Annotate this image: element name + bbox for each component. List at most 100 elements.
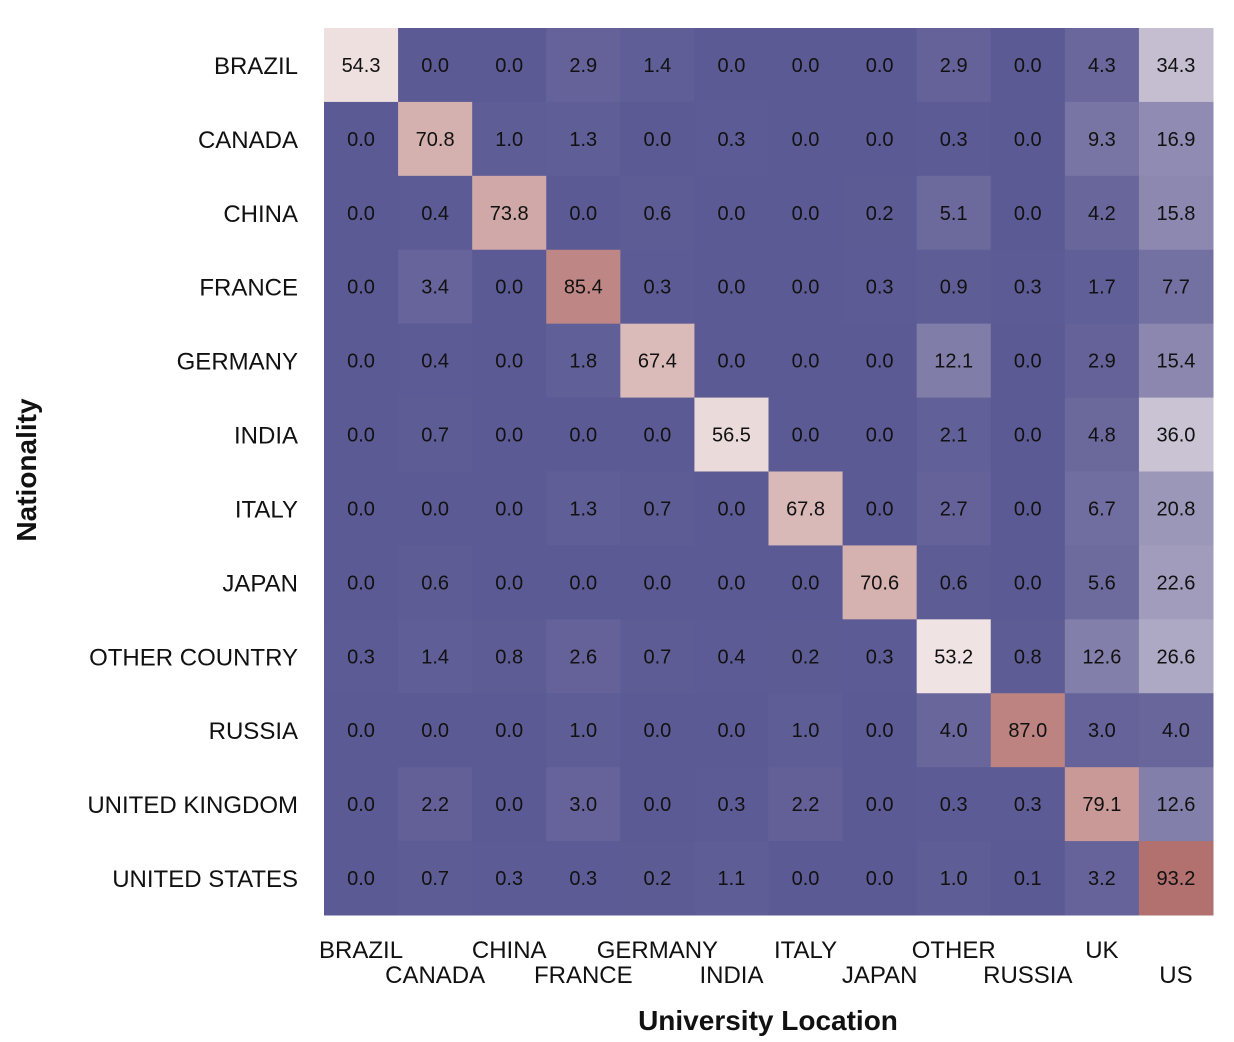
cell-value-label: 0.0 xyxy=(792,203,820,225)
cell-value-label: 0.0 xyxy=(718,720,746,742)
heatmap-cell xyxy=(324,101,399,177)
cell-value-label: 0.6 xyxy=(421,572,449,594)
cell-value-label: 0.0 xyxy=(718,498,746,520)
heatmap-cell xyxy=(546,101,621,177)
heatmap-cell xyxy=(768,101,844,177)
cell-value-label: 0.7 xyxy=(421,425,449,447)
cell-value-label: 0.0 xyxy=(495,720,523,742)
heatmap-cell xyxy=(620,175,695,251)
heatmap-cell xyxy=(398,101,473,177)
cell-value-label: 26.6 xyxy=(1156,646,1195,668)
cell-value-label: 0.0 xyxy=(495,55,523,77)
y-tick-label: ITALY xyxy=(235,496,298,523)
heatmap-cell xyxy=(398,323,473,399)
cell-value-label: 9.3 xyxy=(1088,129,1116,151)
heatmap-cell xyxy=(546,841,621,916)
cell-value-label: 0.0 xyxy=(792,351,820,373)
heatmap-cell xyxy=(768,175,844,251)
y-tick-label: CHINA xyxy=(223,201,298,228)
cell-value-label: 0.0 xyxy=(792,572,820,594)
heatmap-cell xyxy=(694,175,769,251)
cell-value-label: 34.3 xyxy=(1156,55,1195,77)
cell-value-label: 0.0 xyxy=(347,129,375,151)
cell-value-label: 1.0 xyxy=(792,720,820,742)
heatmap-cell xyxy=(1064,175,1140,251)
heatmap-cell xyxy=(1138,249,1214,325)
cell-value-label: 0.0 xyxy=(347,868,375,890)
cell-value-label: 0.0 xyxy=(866,868,894,890)
cell-value-label: 0.0 xyxy=(495,498,523,520)
cell-value-label: 0.0 xyxy=(866,794,894,816)
heatmap-cell xyxy=(546,545,621,620)
cell-value-label: 0.8 xyxy=(1014,646,1042,668)
cell-value-label: 0.0 xyxy=(495,572,523,594)
heatmap-cell xyxy=(1138,767,1214,842)
cell-value-label: 85.4 xyxy=(564,277,603,299)
heatmap-cell xyxy=(546,397,621,472)
cell-value-label: 0.0 xyxy=(866,351,894,373)
heatmap-cell xyxy=(842,619,918,694)
y-tick-label: BRAZIL xyxy=(214,53,298,80)
cell-value-label: 0.0 xyxy=(569,425,597,447)
heatmap-cell xyxy=(990,693,1066,768)
heatmap-cell xyxy=(916,249,992,325)
cell-value-label: 7.7 xyxy=(1162,277,1190,299)
y-tick-label: INDIA xyxy=(234,423,298,450)
heatmap-cell xyxy=(398,175,473,251)
cell-value-label: 0.0 xyxy=(792,277,820,299)
cell-value-label: 0.0 xyxy=(421,498,449,520)
cell-value-label: 0.3 xyxy=(347,646,375,668)
cell-value-label: 2.9 xyxy=(940,55,968,77)
x-tick-label: JAPAN xyxy=(842,962,918,989)
heatmap-cell xyxy=(472,841,547,916)
heatmap-cell xyxy=(916,28,992,103)
cell-value-label: 4.0 xyxy=(1162,720,1190,742)
heatmap-cell xyxy=(620,323,695,399)
heatmap-cell xyxy=(990,323,1066,399)
heatmap-cell xyxy=(694,619,769,694)
heatmap-cell xyxy=(694,471,769,546)
heatmap-cell xyxy=(842,323,918,399)
cell-value-label: 0.0 xyxy=(421,720,449,742)
cell-value-label: 0.0 xyxy=(347,572,375,594)
cell-value-label: 16.9 xyxy=(1156,129,1195,151)
heatmap-cell xyxy=(990,101,1066,177)
cell-value-label: 0.3 xyxy=(1014,277,1042,299)
heatmap-cell xyxy=(472,323,547,399)
cell-value-label: 0.0 xyxy=(866,498,894,520)
cell-value-label: 0.0 xyxy=(1014,572,1042,594)
cell-value-label: 0.0 xyxy=(643,720,671,742)
heatmap-cell xyxy=(1064,693,1140,768)
heatmap-cell xyxy=(324,175,399,251)
cell-value-label: 0.0 xyxy=(866,129,894,151)
cell-value-label: 67.4 xyxy=(638,351,677,373)
heatmap-cell xyxy=(768,693,844,768)
heatmap-cell xyxy=(768,323,844,399)
cell-value-label: 0.0 xyxy=(1014,129,1042,151)
heatmap-cell xyxy=(1064,619,1140,694)
cell-value-label: 0.2 xyxy=(792,646,820,668)
cell-value-label: 0.4 xyxy=(718,646,746,668)
x-tick-label: OTHER xyxy=(912,937,996,964)
cell-value-label: 0.0 xyxy=(347,720,375,742)
cell-value-label: 93.2 xyxy=(1156,868,1195,890)
heatmap-cell xyxy=(472,175,547,251)
cell-value-label: 0.3 xyxy=(1014,794,1042,816)
cell-value-label: 1.0 xyxy=(495,129,523,151)
heatmap-cell xyxy=(694,323,769,399)
heatmap-cell xyxy=(990,28,1066,103)
heatmap-cell xyxy=(1064,28,1140,103)
cell-value-label: 73.8 xyxy=(490,203,529,225)
cell-value-label: 1.3 xyxy=(569,129,597,151)
cell-value-label: 0.0 xyxy=(643,425,671,447)
heatmap-cell xyxy=(990,249,1066,325)
heatmap-cell xyxy=(990,767,1066,842)
heatmap-cell xyxy=(694,28,769,103)
heatmap-cell xyxy=(768,471,844,546)
heatmap-cell xyxy=(694,397,769,472)
cell-value-label: 0.0 xyxy=(347,794,375,816)
heatmap-cell xyxy=(842,249,918,325)
cell-value-label: 0.4 xyxy=(421,351,449,373)
heatmap-cell xyxy=(1064,841,1140,916)
heatmap-cell xyxy=(916,101,992,177)
